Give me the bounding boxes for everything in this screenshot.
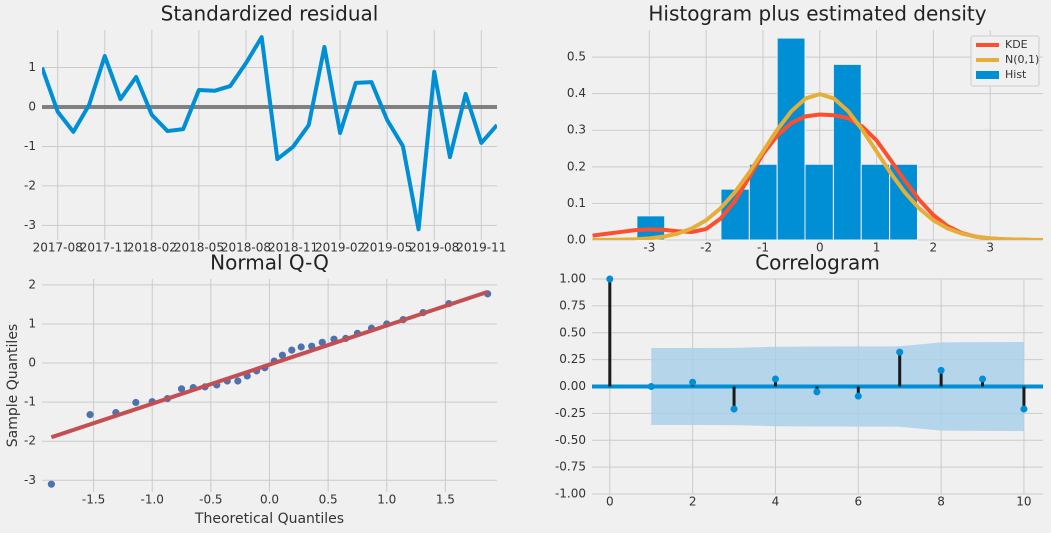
y-tick-label: 1 [28,60,36,74]
x-tick-label: 2018-08 [221,241,271,255]
x-tick-label: 2018-02 [127,241,177,255]
chart-title: Standardized residual [161,2,379,26]
stem-marker [979,375,987,383]
x-tick-label: -3 [643,241,655,255]
x-axis-label: Theoretical Quantiles [194,511,344,527]
stem-marker [647,383,655,390]
x-tick-label: -1 [757,241,769,255]
legend-swatch [976,71,999,79]
y-tick-label: -3 [24,218,36,232]
stem-marker [813,388,821,396]
x-tick-label: 0.5 [319,493,338,507]
x-tick-label: 1.0 [377,493,396,507]
hist-bar [804,163,834,241]
residual-line [42,35,497,232]
y-tick-label: -1 [24,395,36,409]
y-tick-label: 2 [28,277,36,291]
y-tick-label: 0.3 [567,123,586,137]
y-tick-label: -1.00 [555,487,586,501]
qq-point [318,338,326,346]
stem-marker [606,275,614,283]
x-tick-label: 1.5 [436,493,455,507]
y-tick-label: -0.50 [555,433,586,447]
hist-bar [832,63,862,241]
qq-point [47,480,55,488]
x-tick-label: 2019-05 [362,241,412,255]
x-tick-label: 8 [937,495,945,509]
y-tick-label: -3 [24,473,36,487]
qq-point [177,385,186,393]
stem-marker [689,378,697,386]
y-tick-label: -1 [24,139,36,153]
x-tick-label: 2017-08 [33,241,83,255]
x-tick-label: -2 [700,241,712,255]
y-tick-label: 0.5 [567,50,586,64]
x-tick-label: 2018-11 [268,241,318,255]
legend: KDE N(0,1) Hist [970,35,1040,87]
x-tick-label: 2 [689,495,697,509]
y-tick-label: 1 [28,316,36,330]
chart-title: Correlogram [755,251,880,275]
y-tick-label: -2 [24,178,36,192]
chart-title: Histogram plus estimated density [648,2,986,26]
hist-bar [776,37,806,241]
qq-point [297,343,305,351]
y-tick-label: 0.4 [567,86,586,100]
chart-title: Normal Q-Q [210,251,329,275]
x-tick-label: 0 [816,241,824,255]
stem-marker [730,405,738,413]
y-tick-label: 0 [28,99,36,113]
x-tick-label: -1.0 [141,493,164,507]
y-tick-label: 0.75 [559,298,586,312]
stem-marker [1020,405,1028,413]
x-tick-label: 0 [606,495,614,509]
qq-point [234,377,242,385]
stem-marker [854,392,862,400]
y-tick-label: 0.00 [559,379,586,393]
y-tick-label: 1.00 [559,272,586,286]
x-tick-label: 2 [930,241,938,255]
y-tick-label: -0.25 [555,406,586,420]
density-line [592,91,1043,240]
x-tick-label: 2017-11 [80,241,130,255]
qq-point [132,398,140,407]
x-tick-label: 10 [1016,495,1031,509]
legend-label: N(0,1) [1005,53,1039,66]
x-tick-label: 2019-08 [409,241,459,255]
x-tick-label: 6 [854,495,862,509]
x-tick-label: 2019-02 [315,241,365,255]
stem-marker [771,375,779,383]
x-tick-label: 0.0 [260,493,279,507]
y-tick-label: -0.75 [555,460,586,474]
x-tick-label: 3 [986,241,994,255]
stem-marker [937,366,945,374]
qq-point [288,346,296,354]
hist-bar [748,163,778,241]
qq-point [278,351,286,359]
qq-point [86,411,94,419]
y-tick-label: -2 [24,434,36,448]
x-tick-label: 4 [772,495,780,509]
y-tick-label: 0.25 [559,352,586,366]
hist-bar [860,163,891,241]
y-tick-label: 0.0 [567,233,586,247]
legend-label: Hist [1005,68,1027,81]
legend-label: KDE [1005,38,1028,51]
x-tick-label: -0.5 [199,493,222,507]
y-axis-label: Sample Quantiles [5,324,21,447]
y-tick-label: 0 [28,356,36,370]
y-tick-label: 0.1 [567,196,586,210]
x-tick-label: 2018-05 [174,241,224,255]
qq-line [50,289,489,440]
x-tick-label: -1.5 [82,493,105,507]
y-tick-label: 0.50 [559,325,586,339]
x-tick-label: 2019-11 [456,241,506,255]
y-tick-label: 0.2 [567,159,586,173]
stem-marker [896,348,904,356]
x-tick-label: 1 [873,241,881,255]
